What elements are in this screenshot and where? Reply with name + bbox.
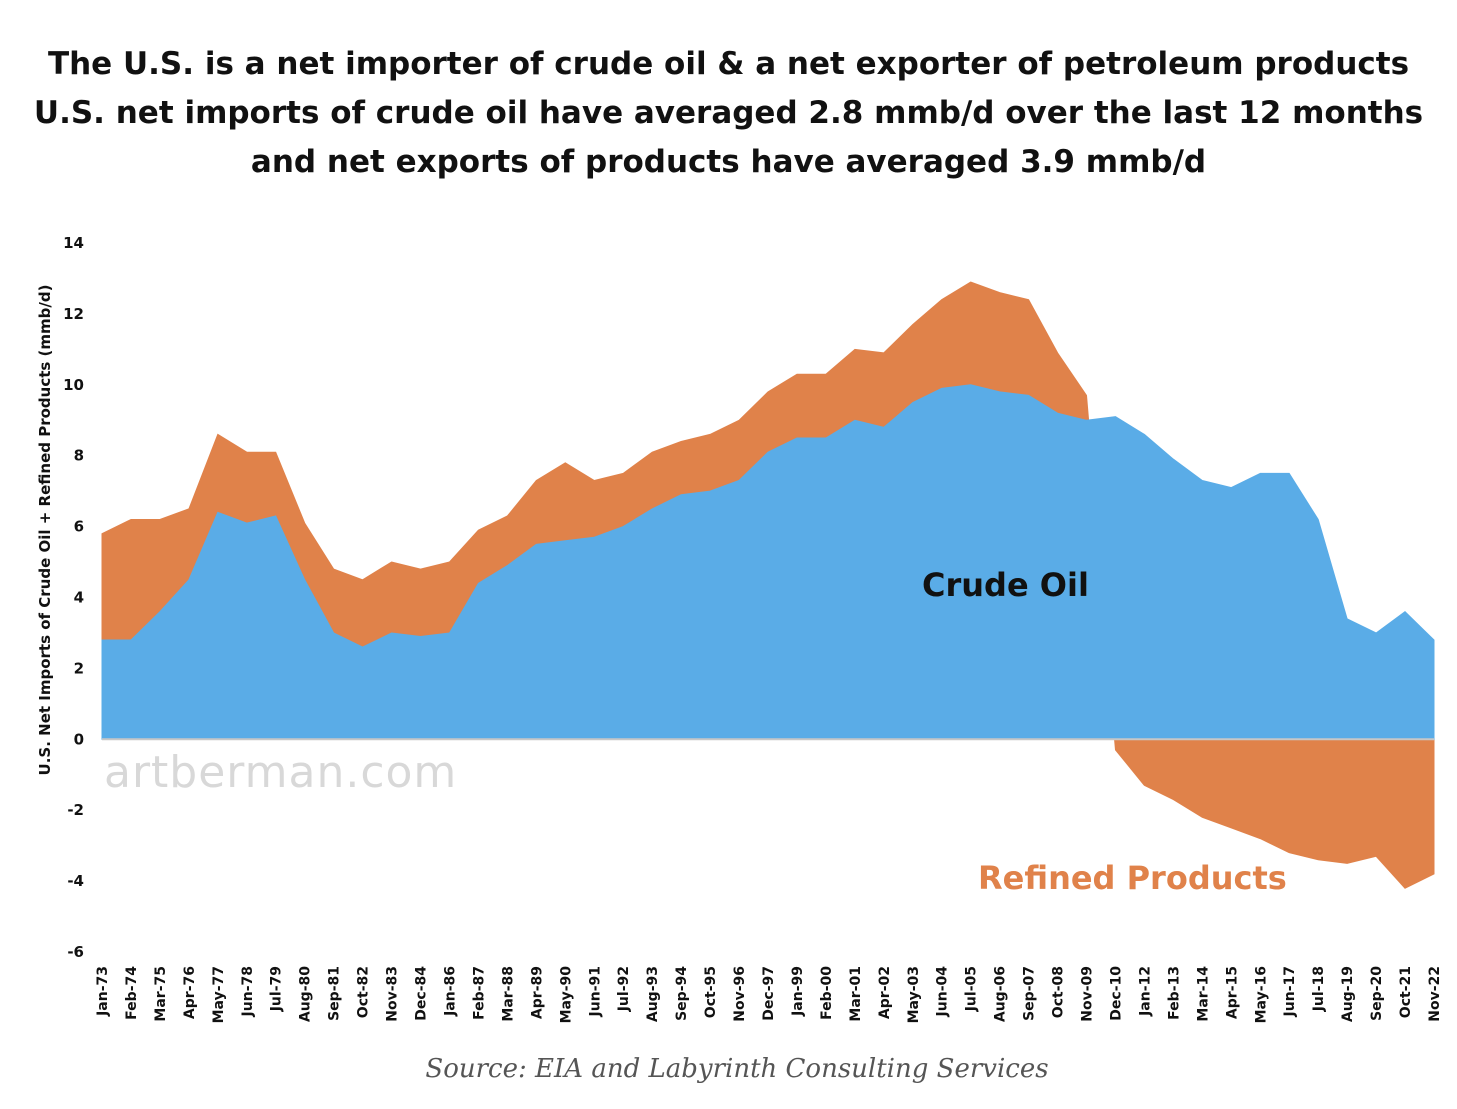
x-tick-label: Jul-18: [1311, 966, 1327, 1012]
x-tick-label: Nov-22: [1427, 966, 1443, 1022]
x-tick-label: Aug-93: [645, 966, 661, 1022]
x-tick-label: Sep-07: [1022, 966, 1038, 1021]
x-tick-label: Apr-76: [182, 966, 198, 1019]
x-tick-label: Dec-84: [414, 966, 430, 1021]
x-tick-label: Apr-15: [1224, 966, 1240, 1019]
x-tick-label: Sep-81: [327, 966, 343, 1021]
x-tick-label: Jul-05: [964, 966, 980, 1012]
x-tick-label: May-77: [211, 966, 227, 1023]
chart-svg: artberman.com 14 12 10 8 6 4 2 0 -2 -4 -6 Jan-73 Fe…: [36, 234, 1443, 1024]
y-tick-label: 0: [74, 730, 84, 748]
y-tick-label: -4: [67, 872, 84, 890]
x-tick-label: May-90: [558, 966, 574, 1024]
x-tick-label: Jan-86: [443, 966, 459, 1017]
y-tick-label: -6: [67, 943, 84, 961]
y-tick-label: 8: [74, 447, 84, 465]
x-tick-label: Jul-79: [269, 966, 285, 1012]
x-tick-label: Dec-97: [761, 966, 777, 1021]
y-tick-label: 2: [74, 659, 84, 677]
x-tick-label: Nov-83: [385, 966, 401, 1022]
crude-oil-annotation: Crude Oil: [922, 566, 1089, 604]
x-tick-label: Oct-95: [703, 966, 719, 1018]
y-axis-title: U.S. Net Imports of Crude Oil + Refined …: [36, 285, 54, 776]
title-line-3: and net exports of products have average…: [250, 144, 1207, 180]
x-tick-label: Jul-92: [616, 966, 632, 1012]
y-tick-label: -2: [67, 801, 84, 819]
y-tick-label: 6: [74, 518, 84, 536]
title-line-1: The U.S. is a net importer of crude oil …: [47, 46, 1410, 82]
refined-products-annotation: Refined Products: [978, 859, 1287, 897]
y-tick-label: 4: [74, 589, 84, 607]
x-tick-label: Jun-91: [587, 966, 603, 1017]
x-tick-label: Apr-89: [529, 966, 545, 1019]
x-tick-label: Sep-20: [1369, 966, 1385, 1021]
x-tick-label: Nov-09: [1080, 966, 1096, 1022]
x-tick-label: Oct-08: [1051, 966, 1067, 1018]
y-axis-ticks: 14 12 10 8 6 4 2 0 -2 -4 -6: [63, 234, 84, 961]
chart-areas: [101, 281, 1435, 889]
x-axis-ticks: Jan-73 Feb-74 Mar-75 Apr-76 May-77 Jun-78 Jul-…: [95, 966, 1443, 1024]
x-tick-label: Jun-17: [1282, 966, 1298, 1017]
x-tick-label: Mar-01: [848, 966, 864, 1022]
source-note: Source: EIA and Labyrinth Consulting Ser…: [425, 1054, 1049, 1084]
x-tick-label: Apr-02: [877, 966, 893, 1019]
x-tick-label: May-03: [906, 966, 922, 1023]
chart-title: The U.S. is a net importer of crude oil …: [0, 40, 1457, 187]
y-tick-label: 12: [63, 305, 84, 323]
x-tick-label: Aug-80: [298, 966, 314, 1022]
x-tick-label: Jun-78: [240, 966, 256, 1017]
x-tick-label: Jun-04: [935, 966, 951, 1018]
y-tick-label: 14: [63, 234, 84, 252]
x-tick-label: Mar-75: [153, 966, 169, 1022]
x-tick-label: Aug-19: [1340, 966, 1356, 1022]
x-tick-label: Jan-12: [1137, 966, 1153, 1017]
y-tick-label: 10: [63, 376, 84, 394]
x-tick-label: Oct-82: [356, 966, 372, 1018]
series-crude-oil-area: [101, 384, 1435, 740]
title-line-2: U.S. net imports of crude oil have avera…: [33, 95, 1424, 131]
x-tick-label: Aug-06: [993, 966, 1009, 1022]
x-tick-label: Feb-00: [819, 966, 835, 1020]
x-tick-label: Mar-14: [1195, 966, 1211, 1022]
x-tick-label: Feb-87: [471, 966, 487, 1020]
x-tick-label: Feb-74: [124, 966, 140, 1020]
x-tick-label: Jan-99: [790, 966, 806, 1017]
x-tick-label: Feb-13: [1166, 966, 1182, 1020]
x-tick-label: Mar-88: [500, 966, 516, 1022]
x-tick-label: Nov-96: [732, 966, 748, 1022]
watermark: artberman.com: [104, 747, 457, 798]
x-tick-label: Jan-73: [95, 966, 111, 1017]
x-tick-label: May-16: [1253, 966, 1269, 1023]
x-tick-label: Dec-10: [1109, 966, 1125, 1021]
x-tick-label: Sep-94: [674, 966, 690, 1021]
x-tick-label: Oct-21: [1398, 966, 1414, 1018]
